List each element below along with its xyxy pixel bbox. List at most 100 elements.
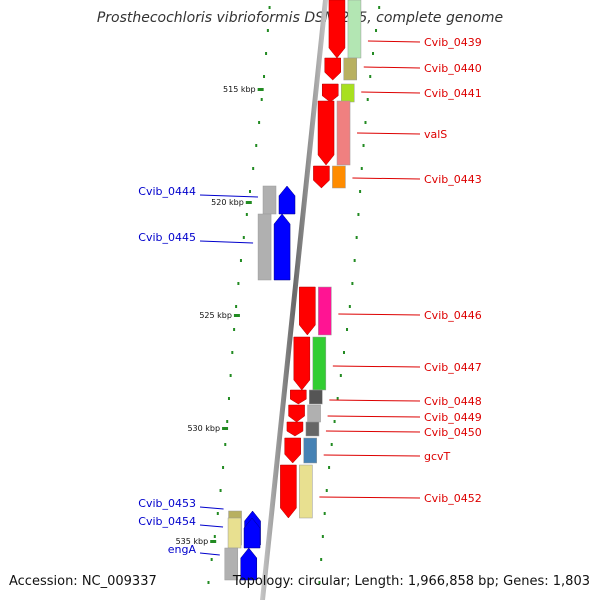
tick-mark — [339, 374, 342, 377]
tick-mark — [233, 328, 236, 331]
gene-arrow[interactable] — [280, 464, 297, 519]
gene-arrow[interactable] — [321, 83, 339, 103]
tick-mark — [207, 581, 210, 584]
gene-enga[interactable] — [224, 547, 258, 581]
tick-mark — [255, 144, 258, 147]
gene-label[interactable]: Cvib_0448 — [424, 395, 482, 408]
gene-arrow[interactable] — [273, 213, 291, 281]
gene-arrow[interactable] — [278, 185, 296, 215]
gene-label[interactable]: Cvib_0439 — [424, 36, 482, 49]
label-leader — [199, 524, 224, 528]
gene-cvib_0439[interactable] — [328, 0, 362, 59]
gene-label[interactable]: Cvib_0440 — [424, 62, 482, 75]
tick-mark — [265, 52, 268, 55]
gene-label[interactable]: Cvib_0452 — [424, 492, 482, 505]
tick-mark — [320, 558, 323, 561]
label-leader — [199, 506, 224, 510]
ruler-label: 515 kbp — [223, 85, 256, 94]
tick-mark — [268, 6, 271, 9]
tick-mark — [231, 351, 234, 354]
tick-mark — [333, 420, 336, 423]
gene-cvib_0449[interactable] — [288, 404, 321, 423]
tick-mark — [325, 489, 328, 492]
gene-label[interactable]: Cvib_0453 — [138, 497, 196, 510]
tick-mark — [237, 282, 240, 285]
gene-label[interactable]: Cvib_0446 — [424, 309, 482, 322]
gene-cvib_0446[interactable] — [299, 286, 332, 336]
label-leader — [352, 177, 421, 180]
gene-label[interactable]: Cvib_0444 — [138, 185, 196, 198]
gene-arrow[interactable] — [288, 404, 305, 423]
ruler-label: 530 kbp — [187, 424, 220, 433]
label-leader — [367, 40, 421, 43]
label-leader — [338, 313, 421, 316]
tick-mark — [369, 75, 372, 78]
tick-mark — [348, 305, 351, 308]
gene-vals[interactable] — [317, 100, 351, 166]
tick-mark — [252, 167, 255, 170]
gene-cvib_0443[interactable] — [313, 165, 346, 189]
gene-label[interactable]: Cvib_0449 — [424, 411, 482, 424]
gene-gcvt[interactable] — [284, 437, 317, 464]
gene-label[interactable]: Cvib_0441 — [424, 87, 482, 100]
tick-mark — [229, 374, 232, 377]
gene-arrow[interactable] — [240, 547, 258, 581]
tick-mark — [227, 397, 230, 400]
gene-arrow[interactable] — [299, 286, 316, 336]
tick-mark — [318, 581, 321, 584]
label-leader — [357, 132, 421, 135]
gene-label[interactable]: Cvib_0445 — [138, 231, 196, 244]
gene-arrow[interactable] — [317, 100, 335, 166]
tick-mark — [235, 305, 238, 308]
label-leader — [327, 415, 421, 418]
gene-arrow[interactable] — [313, 165, 330, 189]
gene-label[interactable]: Cvib_0447 — [424, 361, 482, 374]
tick-mark — [321, 535, 324, 538]
gene-cvib_0454[interactable] — [227, 517, 261, 549]
summary-text: Topology: circular; Length: 1,966,858 bp… — [232, 574, 590, 589]
tick-mark — [378, 6, 381, 9]
tick-marks — [207, 6, 381, 584]
gene-arrow[interactable] — [284, 437, 301, 464]
gene-label[interactable]: engA — [168, 543, 197, 556]
gene-cvib_0448[interactable] — [290, 389, 323, 405]
gene-arrow[interactable] — [328, 0, 346, 59]
gene-arrow[interactable] — [243, 517, 261, 549]
gene-cvib_0447[interactable] — [293, 336, 327, 391]
gene-cvib_0445[interactable] — [257, 213, 291, 281]
gene-label[interactable]: gcvT — [424, 450, 451, 463]
gene-label[interactable]: Cvib_0450 — [424, 426, 482, 439]
tick-mark — [355, 236, 358, 239]
gene-labels: Cvib_0439 Cvib_0440 Cvib_0441 valS Cvib_0443… — [138, 36, 481, 556]
tick-mark — [375, 29, 378, 32]
tick-mark — [342, 351, 345, 354]
gene-cvib_0444[interactable] — [262, 185, 296, 215]
tick-mark — [351, 282, 354, 285]
gene-label[interactable]: valS — [424, 128, 447, 141]
gene-arrow[interactable] — [293, 336, 311, 391]
cog-block — [332, 165, 346, 189]
tick-mark — [216, 512, 219, 515]
tick-mark — [357, 213, 360, 216]
gene-arrow[interactable] — [290, 389, 307, 405]
gene-cvib_0452[interactable] — [280, 464, 313, 519]
tick-mark — [224, 443, 227, 446]
tick-mark — [239, 259, 242, 262]
tick-mark — [364, 121, 367, 124]
gene-cvib_0440[interactable] — [324, 57, 358, 81]
tick-mark — [336, 397, 339, 400]
gene-cvib_0450[interactable] — [286, 421, 320, 437]
cog-block — [262, 185, 277, 215]
gene-label[interactable]: Cvib_0454 — [138, 515, 196, 528]
ruler-tick — [222, 427, 229, 430]
tick-mark — [248, 190, 251, 193]
gene-cvib_0441[interactable] — [321, 83, 355, 103]
label-leader — [319, 496, 421, 499]
gene-arrow[interactable] — [324, 57, 342, 81]
ruler-label: 525 kbp — [199, 311, 232, 320]
gene-label[interactable]: Cvib_0443 — [424, 173, 482, 186]
gene-arrow[interactable] — [286, 421, 304, 437]
cog-block — [347, 0, 362, 59]
tick-mark — [245, 213, 248, 216]
